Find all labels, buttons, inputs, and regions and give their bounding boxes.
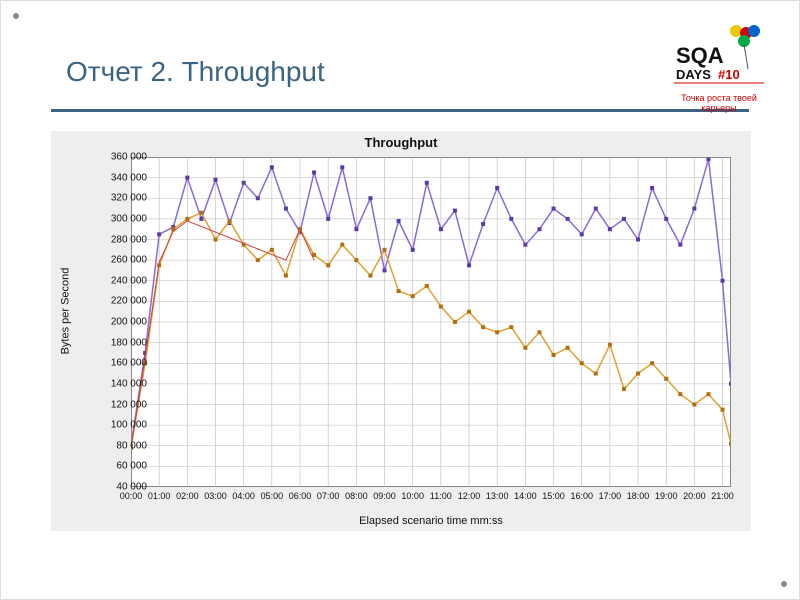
- xtick-label: 13:00: [486, 491, 509, 501]
- ytick-label: 60 000: [116, 461, 147, 472]
- xtick-label: 19:00: [655, 491, 678, 501]
- xtick-label: 17:00: [599, 491, 622, 501]
- chart-ylabel: Bytes per Second: [57, 131, 73, 491]
- xtick-label: 14:00: [514, 491, 537, 501]
- xtick-label: 00:00: [120, 491, 143, 501]
- bullet-decorative: [13, 13, 19, 19]
- xtick-label: 12:00: [458, 491, 481, 501]
- ytick-label: 180 000: [111, 337, 147, 348]
- logo-tagline: Точка роста твоей карьеры: [669, 93, 769, 113]
- slide-title: Отчет 2. Throughput: [66, 56, 619, 88]
- ytick-label: 160 000: [111, 358, 147, 369]
- chart-title: Throughput: [51, 131, 751, 152]
- svg-text:DAYS: DAYS: [676, 67, 711, 82]
- ytick-label: 140 000: [111, 378, 147, 389]
- svg-text:#10: #10: [718, 67, 740, 82]
- ytick-label: 100 000: [111, 420, 147, 431]
- ytick-label: 120 000: [111, 399, 147, 410]
- xtick-label: 01:00: [148, 491, 171, 501]
- xtick-label: 11:00: [430, 491, 452, 501]
- ytick-label: 320 000: [111, 193, 147, 204]
- ytick-label: 220 000: [111, 296, 147, 307]
- sqa-logo-icon: SQA DAYS #10: [674, 21, 764, 91]
- ytick-label: 360 000: [111, 152, 147, 163]
- xtick-label: 05:00: [261, 491, 284, 501]
- ytick-label: 300 000: [111, 213, 147, 224]
- xtick-label: 15:00: [542, 491, 565, 501]
- ytick-label: 280 000: [111, 234, 147, 245]
- xtick-label: 07:00: [317, 491, 340, 501]
- xtick-label: 20:00: [683, 491, 706, 501]
- xtick-label: 16:00: [570, 491, 593, 501]
- chart-svg: [131, 157, 731, 487]
- xtick-label: 10:00: [401, 491, 424, 501]
- ytick-label: 200 000: [111, 317, 147, 328]
- ytick-label: 260 000: [111, 255, 147, 266]
- bullet-decorative: [781, 581, 787, 587]
- xtick-label: 21:00: [711, 491, 734, 501]
- xtick-label: 06:00: [289, 491, 312, 501]
- svg-text:SQA: SQA: [676, 43, 724, 68]
- xtick-label: 02:00: [176, 491, 199, 501]
- ytick-label: 240 000: [111, 275, 147, 286]
- xtick-label: 03:00: [204, 491, 227, 501]
- ytick-label: 80 000: [116, 440, 147, 451]
- chart-plot: [131, 157, 731, 487]
- xtick-label: 08:00: [345, 491, 368, 501]
- chart-container: Throughput Bytes per Second 40 00060 000…: [51, 131, 751, 531]
- xtick-label: 04:00: [232, 491, 255, 501]
- title-row: Отчет 2. Throughput: [66, 56, 619, 88]
- chart-xlabel: Elapsed scenario time mm:ss: [131, 515, 731, 527]
- title-underline: [51, 109, 749, 112]
- xtick-label: 09:00: [373, 491, 396, 501]
- ytick-label: 340 000: [111, 172, 147, 183]
- slide: Отчет 2. Throughput SQA DAYS #10 Точка р…: [0, 0, 800, 600]
- xtick-label: 18:00: [627, 491, 650, 501]
- logo: SQA DAYS #10 Точка роста твоей карьеры: [669, 21, 769, 113]
